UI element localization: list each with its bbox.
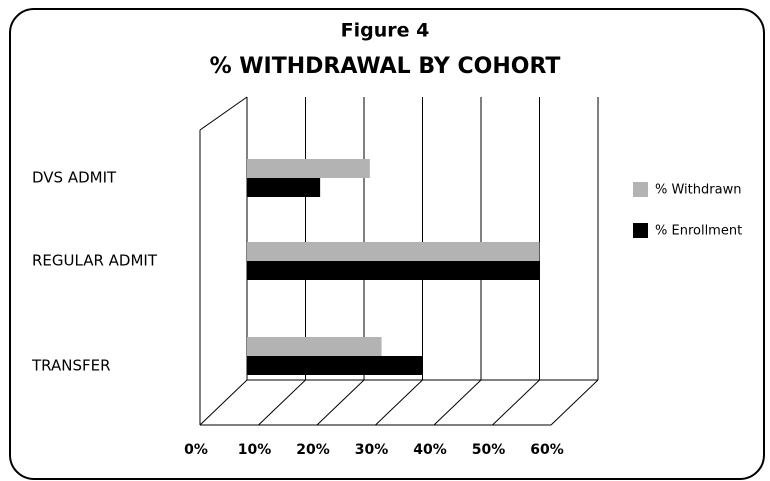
bar [247, 337, 382, 356]
chart-title: Figure 4 [341, 20, 430, 42]
x-tick-label: 20% [296, 442, 330, 458]
bar [247, 356, 423, 375]
floor-line [375, 379, 423, 426]
legend-label: % Withdrawn [655, 183, 741, 198]
bar [247, 242, 540, 261]
y-tick-label: DVS ADMIT [32, 169, 117, 187]
floor-line [316, 379, 365, 426]
x-tick-label: 40% [413, 442, 447, 458]
y-tick-label: TRANSFER [31, 357, 111, 375]
floor-line [258, 379, 306, 426]
floor-line [199, 379, 248, 426]
floor-line [492, 379, 540, 426]
x-tick-label: 0% [184, 442, 208, 458]
bar [247, 261, 540, 280]
x-tick-label: 30% [355, 442, 389, 458]
bar [247, 178, 321, 197]
chart-subtitle: % WITHDRAWAL BY COHORT [210, 54, 561, 79]
floor-line [550, 379, 599, 426]
y-tick-label: REGULAR ADMIT [32, 252, 158, 270]
legend-swatch [633, 182, 648, 197]
x-tick-label: 60% [530, 442, 564, 458]
legend-label: % Enrollment [655, 224, 742, 239]
bar [247, 159, 370, 178]
side-wall [199, 96, 248, 425]
floor-line [433, 379, 482, 426]
legend-swatch [633, 223, 648, 238]
x-tick-label: 50% [472, 442, 506, 458]
x-tick-label: 10% [238, 442, 272, 458]
